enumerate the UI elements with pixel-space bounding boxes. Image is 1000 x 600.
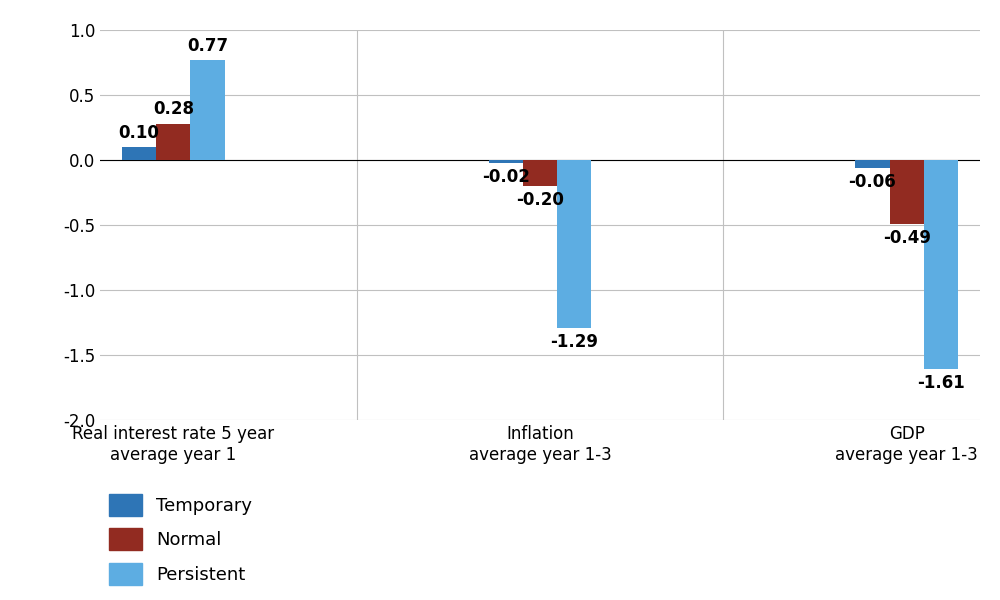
- Text: -0.49: -0.49: [883, 229, 931, 247]
- Bar: [523, 160, 557, 186]
- Text: -0.06: -0.06: [849, 173, 896, 191]
- Legend: Temporary, Normal, Persistent: Temporary, Normal, Persistent: [109, 494, 252, 585]
- Bar: [156, 124, 190, 160]
- Text: -1.29: -1.29: [550, 333, 598, 351]
- Bar: [855, 160, 890, 168]
- Text: -0.02: -0.02: [482, 168, 530, 186]
- Text: 0.28: 0.28: [153, 100, 194, 118]
- Bar: [190, 60, 225, 160]
- Text: 0.77: 0.77: [187, 37, 228, 55]
- Bar: [890, 160, 924, 224]
- Bar: [557, 160, 591, 328]
- Bar: [924, 160, 958, 369]
- Text: -0.20: -0.20: [516, 191, 564, 209]
- Text: -1.61: -1.61: [917, 374, 965, 392]
- Bar: [122, 147, 156, 160]
- Text: 0.10: 0.10: [119, 124, 160, 142]
- Bar: [489, 160, 523, 163]
